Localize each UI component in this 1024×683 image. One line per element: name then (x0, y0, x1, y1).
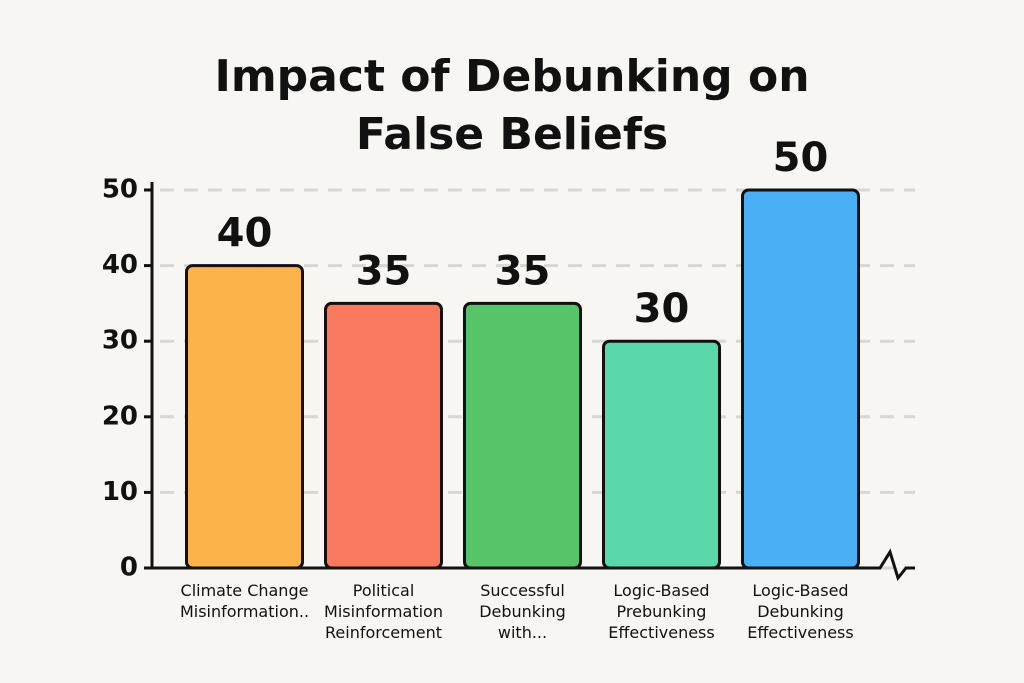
x-tick-label: Logic-Based Prebunking Effectiveness (608, 581, 715, 642)
y-tick-label: 0 (120, 553, 138, 583)
y-tick-label: 30 (102, 326, 138, 356)
x-tick-label: Climate Change Misinformation.. (179, 581, 310, 621)
y-tick-label: 10 (102, 477, 138, 507)
x-tick-label: Logic-Based Debunking Effectiveness (747, 581, 854, 642)
bar (741, 188, 860, 570)
chart-title: Impact of Debunking on False Beliefs (214, 51, 810, 160)
x-tick-label: Successful Debunking with... (479, 581, 566, 642)
y-tick-label: 40 (102, 250, 138, 280)
bar (324, 301, 443, 570)
bar (602, 339, 721, 570)
value-label: 50 (773, 135, 829, 181)
x-tick-label: Political Misinformation Reinforcement (324, 581, 443, 642)
bar (463, 301, 582, 570)
value-label: 30 (634, 286, 690, 332)
value-label: 35 (495, 248, 551, 294)
bar (185, 264, 304, 570)
y-tick-label: 20 (102, 401, 138, 431)
value-label: 40 (217, 211, 273, 257)
y-tick-label: 50 (102, 175, 138, 205)
value-label: 35 (356, 248, 412, 294)
